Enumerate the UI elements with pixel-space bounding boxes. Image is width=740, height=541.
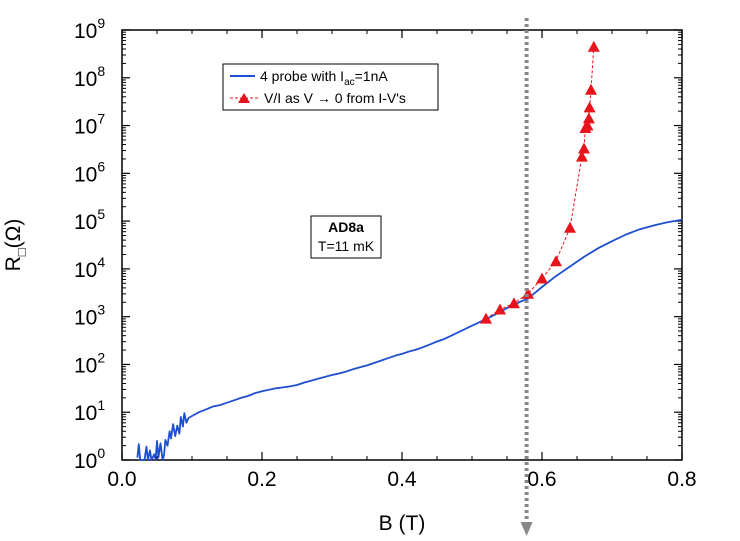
series-v-over-i [480,40,600,324]
legend: 4 probe with Iac=1nA V/I as V → 0 from I… [222,63,439,111]
y-tick-label: 100 [74,445,105,473]
y-tick-label: 108 [74,63,105,91]
data-point-triangle [583,101,596,113]
y-tick-label: 107 [74,111,105,139]
data-point-triangle [578,142,590,154]
x-tick-label: 0.0 [107,468,136,491]
data-point-triangle [575,150,588,162]
y-tick-label: 106 [74,158,105,186]
y-tick-label: 101 [74,397,105,425]
y-tick-label: 102 [74,349,105,377]
x-tick-label: 0.4 [387,468,417,491]
legend-label-4-probe: 4 probe with Iac=1nA [260,68,388,88]
data-point-triangle [536,272,548,284]
annotation-frame [310,215,382,259]
data-point-triangle [494,303,506,315]
legend-box [222,63,439,111]
y-tick-label: 109 [74,15,105,43]
annotation-box: AD8a T=11 mK [310,215,382,259]
x-axis-title: B (T) [379,512,426,535]
y-tick-label: 105 [74,206,105,234]
annotation-title: AD8a [328,219,364,235]
annotation-subtitle: T=11 mK [318,238,375,254]
x-axis-ticks: 0.0 0.2 0.4 0.6 0.8 [107,30,697,491]
y-axis-ticks: 100 101 102 103 104 105 106 107 108 109 [74,15,682,473]
data-point-triangle [480,312,492,324]
data-point-triangle [550,255,562,267]
legend-label-v-over-i: V/I as V → 0 from I-V's [264,90,406,106]
data-point-triangle [582,112,595,124]
y-tick-label: 104 [74,254,105,282]
data-point-triangle [508,297,520,309]
x-tick-label: 0.8 [667,468,696,491]
marker-arrowhead [520,522,533,536]
x-tick-label: 0.6 [527,468,556,491]
y-axis-title: R□(Ω) [2,219,29,272]
data-point-triangle [564,221,576,233]
legend-triangle-marker [238,93,250,103]
series-4-probe [136,218,683,461]
vertical-field-marker [520,18,533,536]
data-point-triangle [587,40,600,52]
y-tick-label: 103 [74,302,105,330]
data-point-triangle [581,119,594,131]
data-point-triangle [585,83,597,95]
x-tick-label: 0.2 [247,468,276,491]
series-line-4-probe [136,218,683,461]
